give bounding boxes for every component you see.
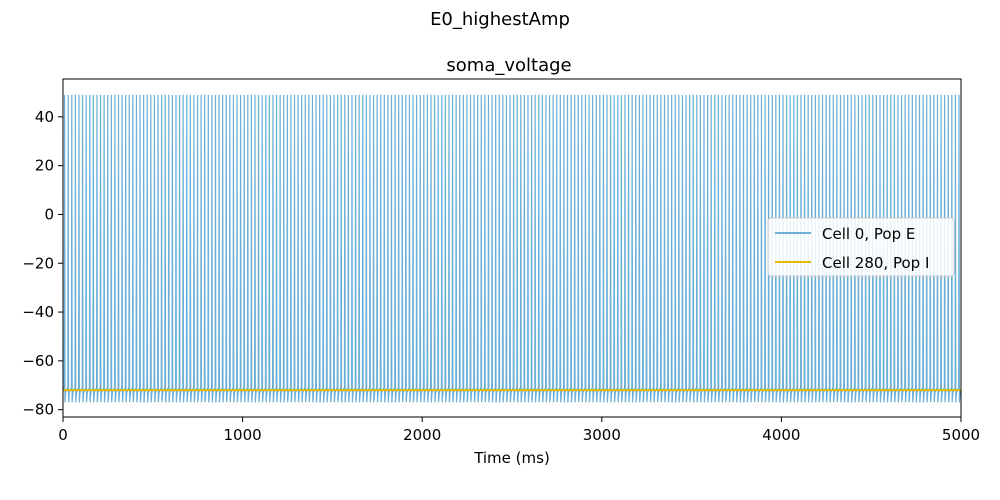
legend-label-cell-0: Cell 0, Pop E <box>822 225 915 243</box>
x-axis-label: Time (ms) <box>473 449 550 467</box>
chart-title: soma_voltage <box>446 55 571 76</box>
x-axis: 0 1000 2000 3000 4000 5000 <box>58 417 980 444</box>
x-tick-label: 0 <box>58 426 68 444</box>
y-tick-label: −60 <box>22 352 54 370</box>
y-tick-label: −40 <box>22 303 54 321</box>
y-tick-label: −80 <box>22 401 54 419</box>
x-tick-label: 2000 <box>403 426 441 444</box>
y-tick-label: 20 <box>35 157 54 175</box>
y-tick-label: 40 <box>35 108 54 126</box>
x-tick-label: 1000 <box>224 426 262 444</box>
legend-label-cell-280: Cell 280, Pop I <box>822 254 929 272</box>
legend: Cell 0, Pop E Cell 280, Pop I <box>767 217 955 277</box>
legend-box <box>767 217 955 277</box>
y-axis: −80 −60 −40 −20 0 20 40 <box>22 108 63 419</box>
plot-frame <box>62 78 962 418</box>
y-tick-label: 0 <box>44 205 54 223</box>
x-tick-label: 4000 <box>762 426 800 444</box>
y-tick-label: −20 <box>22 254 54 272</box>
x-tick-label: 3000 <box>583 426 621 444</box>
figure-suptitle: E0_highestAmp <box>430 9 570 30</box>
x-tick-label: 5000 <box>942 426 980 444</box>
